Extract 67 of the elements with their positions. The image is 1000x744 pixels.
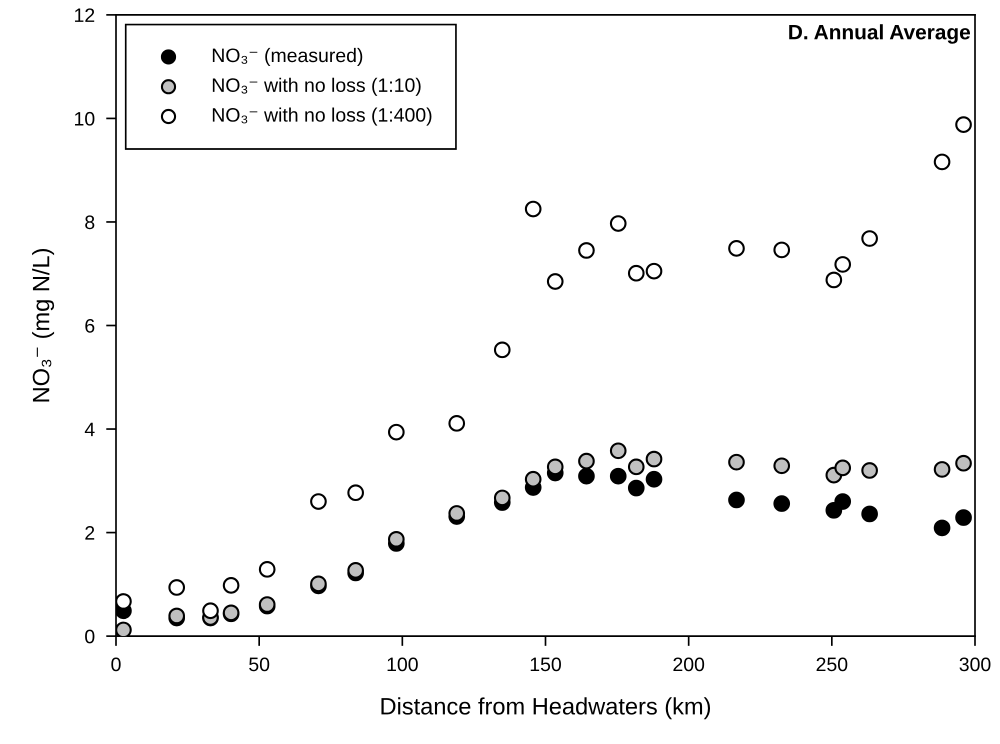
point bbox=[524, 200, 542, 218]
y-tick-label: 12 bbox=[75, 8, 94, 22]
point bbox=[168, 579, 186, 596]
point bbox=[773, 457, 790, 474]
point bbox=[934, 461, 950, 478]
point bbox=[578, 242, 595, 259]
point bbox=[728, 492, 745, 508]
x-tick-label: 150 bbox=[530, 657, 561, 672]
x-tick-label: 250 bbox=[816, 657, 848, 672]
point bbox=[546, 273, 564, 290]
point bbox=[258, 561, 276, 578]
point bbox=[578, 452, 595, 470]
x-tick-label: 100 bbox=[388, 657, 418, 672]
point bbox=[628, 264, 645, 282]
y-axis-title: NO₃⁻ (mg N/L) bbox=[32, 249, 54, 402]
point bbox=[934, 520, 950, 536]
point bbox=[494, 342, 511, 358]
y-tick-label: 6 bbox=[85, 318, 94, 333]
point bbox=[728, 454, 745, 470]
point bbox=[773, 242, 790, 258]
point bbox=[834, 460, 852, 476]
point bbox=[610, 442, 627, 460]
legend-label: NO₃⁻ with no loss (1:10) bbox=[212, 78, 421, 96]
x-tick-label: 200 bbox=[673, 657, 704, 672]
point bbox=[610, 468, 627, 484]
point bbox=[646, 470, 662, 488]
point bbox=[773, 495, 790, 512]
point bbox=[826, 272, 842, 288]
point bbox=[955, 509, 972, 526]
point bbox=[578, 468, 595, 484]
chart-title: D. Annual Average bbox=[789, 24, 970, 44]
point bbox=[861, 462, 878, 479]
y-tick-label: 0 bbox=[85, 630, 94, 644]
point bbox=[546, 458, 564, 476]
x-tick-label: 300 bbox=[960, 657, 990, 672]
point bbox=[834, 493, 852, 510]
point bbox=[646, 450, 662, 468]
legend-label: NO₃⁻ (measured) bbox=[212, 48, 362, 66]
y-tick-label: 8 bbox=[85, 215, 94, 230]
x-tick-label: 0 bbox=[111, 657, 121, 672]
y-tick-label: 10 bbox=[75, 112, 94, 126]
point bbox=[116, 622, 132, 636]
point bbox=[388, 424, 405, 440]
point bbox=[222, 577, 240, 594]
point bbox=[955, 454, 972, 472]
y-tick-label: 4 bbox=[84, 422, 95, 436]
point bbox=[934, 154, 950, 170]
legend-label: NO₃⁻ with no loss (1:400) bbox=[212, 108, 432, 126]
point bbox=[202, 602, 219, 620]
point bbox=[310, 493, 327, 510]
point bbox=[955, 116, 972, 133]
point bbox=[861, 506, 878, 522]
point bbox=[494, 490, 511, 506]
x-axis-title: Distance from Headwaters (km) bbox=[381, 697, 710, 720]
point bbox=[448, 415, 466, 432]
point bbox=[646, 262, 662, 280]
point bbox=[628, 458, 645, 476]
point bbox=[448, 505, 466, 522]
y-tick-label: 2 bbox=[85, 526, 94, 540]
point bbox=[728, 240, 745, 257]
point bbox=[116, 593, 132, 610]
point bbox=[628, 480, 645, 496]
point bbox=[610, 215, 627, 232]
point bbox=[861, 230, 878, 247]
point bbox=[347, 484, 364, 502]
x-tick-label: 50 bbox=[249, 657, 270, 672]
point bbox=[834, 256, 852, 273]
